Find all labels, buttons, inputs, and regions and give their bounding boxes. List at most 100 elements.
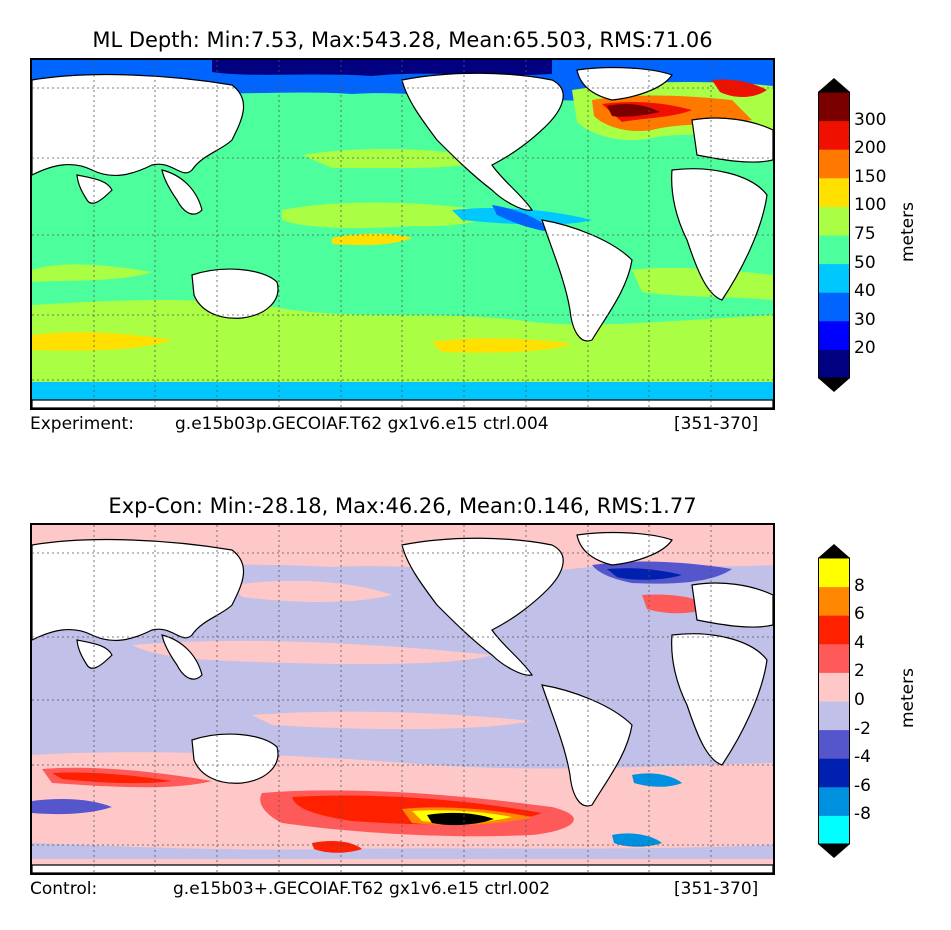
bottom-map-antarctica: [32, 864, 773, 873]
colorbar-segment: [818, 349, 850, 379]
top-map-southern-ocean-band: [32, 300, 773, 390]
top-map-india: [76, 174, 113, 204]
bottom-map-south-atlantic-negative: [632, 773, 682, 787]
colorbar-tick-label: 50: [854, 252, 876, 273]
bottom-map-over-max-core: [427, 812, 494, 826]
top-map-south-pacific-band: [282, 202, 488, 228]
bottom-panel-title: Exp-Con: Min:-28.18, Max:46.26, Mean:0.1…: [108, 494, 697, 518]
top-map-south-atlantic-band: [632, 267, 773, 300]
bottom-footer-case: g.e15b03+.GECOIAF.T62 gx1v6.e15 ctrl.002: [173, 879, 551, 899]
colorbar-segment: [818, 758, 850, 788]
colorbar-over-triangle: [818, 78, 850, 92]
colorbar-tick-label: 300: [854, 109, 887, 130]
colorbar-tick-label: -8: [854, 804, 871, 825]
colorbar-segment: [818, 263, 850, 293]
colorbar-tick-label: 200: [854, 138, 887, 159]
top-map-southern-ocean-yellow-w: [32, 332, 172, 351]
colorbar-segment: [818, 643, 850, 673]
colorbar-border: [818, 91, 850, 379]
bottom-map-north-atlantic-deep-negative: [607, 568, 682, 580]
top-map-canvas: [32, 60, 773, 408]
top-footer-years: [351-370]: [674, 414, 759, 434]
top-map-eurasia: [32, 73, 245, 176]
colorbar-segment: [818, 149, 850, 179]
top-map-north-atlantic-core: [607, 104, 660, 117]
top-map-north-pacific-band: [302, 148, 492, 169]
bottom-map-ross-sea-deep-red: [312, 841, 362, 853]
bottom-map-tropical-positive: [132, 640, 492, 665]
top-map-nordic-seas: [712, 79, 767, 97]
colorbar-tick-label: 100: [854, 195, 887, 216]
colorbar-segment: [818, 320, 850, 350]
bottom-colorbar-unit: meters: [898, 668, 918, 728]
bottom-map: [30, 523, 775, 875]
bottom-map-eurasia: [32, 538, 245, 641]
top-colorbar: [818, 78, 850, 392]
colorbar-tick-label: -6: [854, 775, 871, 796]
colorbar-tick-label: 2: [854, 661, 865, 682]
bottom-map-greenland: [576, 531, 673, 566]
top-map-southern-ocean-yellow-e: [432, 338, 572, 353]
bottom-map-southeast-asia: [161, 634, 203, 680]
top-panel-title: ML Depth: Min:7.53, Max:543.28, Mean:65.…: [92, 28, 713, 52]
colorbar-segment: [818, 177, 850, 207]
top-footer-case: g.e15b03p.GECOIAF.T62 gx1v6.e15 ctrl.004: [175, 414, 549, 434]
bottom-map-south-america: [541, 684, 633, 807]
bottom-map-grid: [32, 525, 773, 873]
top-map-australia: [191, 268, 279, 319]
top-map-europe: [691, 117, 773, 163]
colorbar-segment: [818, 729, 850, 759]
top-map-north-america: [401, 72, 564, 211]
colorbar-segment: [818, 786, 850, 816]
top-map-arctic-deep: [212, 60, 552, 76]
colorbar-tick-label: 6: [854, 604, 865, 625]
colorbar-tick-label: 40: [854, 281, 876, 302]
colorbar-segment: [818, 206, 850, 236]
colorbar-segment: [818, 292, 850, 322]
top-map-africa: [671, 168, 768, 301]
colorbar-segment: [818, 815, 850, 845]
bottom-map-indian-deep-red: [52, 772, 172, 784]
colorbar-under-triangle: [818, 844, 850, 858]
colorbar-tick-label: 75: [854, 224, 876, 244]
top-map-indian-band: [32, 264, 152, 282]
colorbar-segment: [818, 672, 850, 702]
top-footer-label: Experiment:: [30, 414, 134, 434]
top-map-greenland: [576, 66, 673, 101]
bottom-map-north-pacific-positive: [232, 580, 392, 602]
colorbar-tick-label: 30: [854, 309, 876, 330]
bottom-map-australia: [191, 733, 279, 784]
top-map-antarctica: [32, 399, 773, 408]
colorbar-border: [818, 557, 850, 845]
colorbar-segment: [818, 701, 850, 731]
colorbar-tick-label: 150: [854, 166, 887, 187]
colorbar-under-triangle: [818, 378, 850, 392]
colorbar-tick-label: 8: [854, 575, 865, 596]
top-map: [30, 58, 775, 410]
colorbar-tick-label: 20: [854, 338, 876, 359]
bottom-footer-label: Control:: [30, 879, 98, 899]
bottom-map-weddell-negative: [612, 833, 662, 847]
bottom-map-india: [76, 639, 113, 669]
colorbar-over-triangle: [818, 544, 850, 558]
bottom-map-south-pacific-positive: [252, 711, 532, 730]
colorbar-segment: [818, 235, 850, 265]
colorbar-segment: [818, 120, 850, 150]
colorbar-tick-label: 0: [854, 690, 865, 710]
bottom-map-continents: [32, 531, 773, 873]
bottom-map-europe: [691, 582, 773, 628]
top-map-grid: [32, 60, 773, 408]
bottom-footer-years: [351-370]: [674, 879, 759, 899]
top-map-continents: [32, 66, 773, 408]
top-colorbar-unit: meters: [898, 202, 918, 262]
colorbar-segment: [818, 586, 850, 616]
colorbar-tick-label: -4: [854, 747, 871, 768]
bottom-colorbar: [818, 544, 850, 858]
top-map-southeast-asia: [161, 169, 203, 215]
colorbar-tick-label: -2: [854, 718, 871, 739]
colorbar-segment: [818, 558, 850, 588]
colorbar-segment: [818, 615, 850, 645]
colorbar-segment: [818, 92, 850, 122]
bottom-map-canvas: [32, 525, 773, 873]
top-map-south-america: [541, 219, 633, 342]
